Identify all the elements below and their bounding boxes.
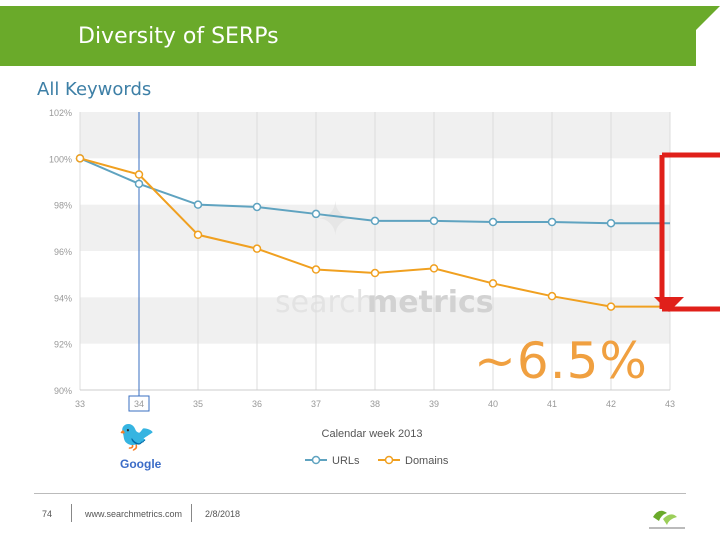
x-tick-label: 37 — [311, 399, 321, 409]
y-tick-label: 94% — [54, 293, 72, 303]
google-logo: 🐦 Google — [118, 420, 162, 471]
data-point-domains — [488, 279, 498, 288]
highlight-week-marker — [128, 112, 150, 412]
y-tick-label: 90% — [54, 386, 72, 396]
x-tick-label: 34 — [134, 399, 144, 409]
data-point-domains — [547, 291, 557, 301]
x-tick-label: 33 — [75, 399, 85, 409]
data-point-domains — [606, 302, 616, 311]
data-point-urls — [193, 200, 203, 209]
y-tick-label: 100% — [49, 154, 72, 164]
data-point-urls — [311, 209, 321, 219]
data-point-urls — [547, 217, 557, 227]
x-tick-label: 43 — [665, 399, 675, 409]
footer-logo — [649, 510, 685, 529]
x-tick-label: 35 — [193, 399, 203, 409]
data-point-domains — [134, 170, 144, 179]
y-tick-label: 96% — [54, 247, 72, 257]
x-tick-label: 39 — [429, 399, 439, 409]
data-point-domains — [75, 154, 85, 163]
x-tick-label: 41 — [547, 399, 557, 409]
footer-divider — [34, 493, 686, 494]
y-tick-label: 98% — [54, 201, 72, 211]
x-tick-label: 36 — [252, 399, 262, 409]
y-tick-label: 92% — [54, 340, 72, 350]
legend-swatch-point — [384, 455, 394, 465]
data-point-domains — [252, 244, 262, 253]
bracket-arrow-icon — [654, 297, 684, 312]
page-number: 74 — [42, 509, 53, 519]
data-point-urls — [606, 218, 616, 228]
x-tick-label: 38 — [370, 399, 380, 409]
logo-leaf-icon — [663, 514, 677, 525]
red-bracket — [654, 152, 720, 312]
data-point-domains — [429, 264, 439, 273]
y-tick-label: 102% — [49, 108, 72, 118]
y-axis-ticks: 90% 92% 94% 96% 98% 100% 102% — [49, 108, 72, 396]
data-point-urls — [370, 216, 380, 226]
logo-leaf-icon — [653, 510, 667, 521]
data-point-domains — [193, 230, 203, 240]
watermark-bold: metrics — [367, 285, 494, 320]
watermark-light: search — [275, 285, 375, 320]
title-bar-corner — [696, 6, 720, 30]
footer-separator — [71, 504, 72, 522]
watermark-logo-icon: ✦ — [316, 192, 355, 246]
google-logo-text: Google — [120, 457, 162, 471]
legend-label: Domains — [405, 455, 449, 467]
hummingbird-icon: 🐦 — [118, 420, 155, 453]
legend-swatch-point — [311, 455, 321, 465]
logo-wordmark — [649, 527, 685, 529]
data-point-urls — [429, 216, 439, 226]
footer-website: www.searchmetrics.com — [85, 509, 183, 519]
chart-legend: URLs Domains — [305, 455, 449, 467]
data-point-urls — [488, 217, 498, 227]
data-point-urls — [134, 179, 144, 189]
searchmetrics-watermark: search metrics ✦ — [275, 192, 494, 320]
slide-subtitle: All Keywords — [37, 79, 152, 100]
data-point-domains — [370, 268, 380, 278]
x-axis-ticks: 33 34 35 36 37 38 39 40 41 42 43 — [75, 399, 675, 409]
footer-date: 2/8/2018 — [205, 509, 241, 519]
x-tick-label: 42 — [606, 399, 616, 409]
data-point-urls — [252, 202, 262, 212]
x-tick-label: 40 — [488, 399, 498, 409]
title-bar — [0, 6, 696, 66]
slide-title: Diversity of SERPs — [78, 24, 279, 49]
bracket-shape — [659, 152, 720, 312]
series-points — [75, 154, 616, 311]
legend-label: URLs — [332, 455, 360, 467]
difference-annotation: ~6.5% — [474, 332, 648, 390]
x-axis-label: Calendar week 2013 — [322, 428, 423, 440]
data-point-domains — [311, 265, 321, 274]
highlight-week-box — [128, 395, 150, 412]
footer-separator — [191, 504, 192, 522]
